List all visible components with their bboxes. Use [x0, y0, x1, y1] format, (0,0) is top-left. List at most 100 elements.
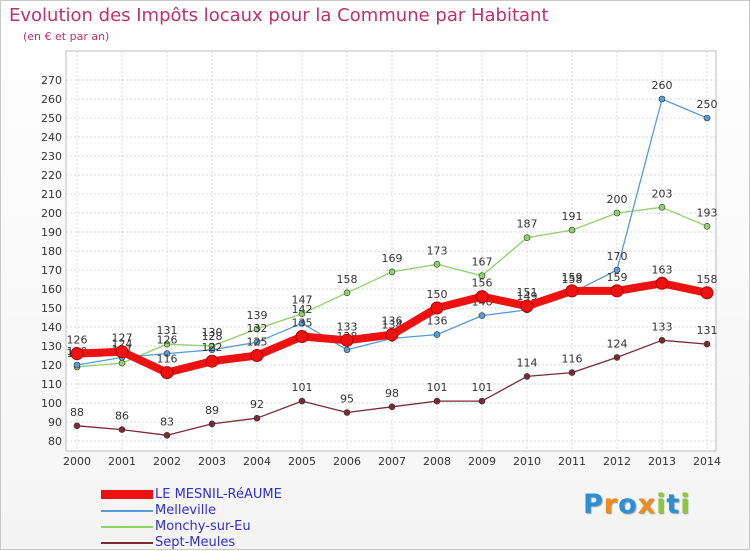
data-point	[388, 403, 396, 411]
data-label: 116	[562, 353, 583, 366]
logo-letter: t	[666, 489, 681, 520]
data-point	[658, 204, 666, 211]
data-label: 133	[337, 320, 358, 333]
logo-letter: i	[656, 489, 667, 520]
data-label: 83	[160, 415, 174, 428]
data-point	[298, 397, 306, 405]
data-label: 135	[292, 317, 313, 330]
y-tick-label: 80	[48, 435, 62, 448]
data-label: 159	[562, 271, 583, 284]
data-point	[478, 397, 486, 405]
data-point	[160, 366, 174, 380]
y-tick-label: 220	[41, 169, 62, 182]
x-tick-label: 2009	[468, 455, 496, 468]
data-label: 191	[562, 210, 583, 223]
legend: LE MESNIL-RéAUME Melleville Monchy-sur-Eu S…	[101, 487, 282, 551]
data-label: 124	[112, 337, 133, 350]
data-point	[163, 350, 171, 357]
data-label: 125	[247, 336, 268, 349]
series-monchy-sur-eu: 1191211311301391471581691731671871912002…	[67, 187, 718, 371]
legend-item: LE MESNIL-RéAUME	[101, 487, 282, 503]
data-point	[433, 260, 441, 268]
y-tick-label: 90	[48, 416, 62, 429]
chart-title: Evolution des Impôts locaux pour la Comm…	[9, 5, 549, 26]
data-point	[208, 420, 216, 428]
data-point	[343, 289, 351, 297]
data-label: 193	[697, 206, 718, 219]
y-tick-label: 150	[41, 302, 62, 315]
y-tick-label: 250	[41, 112, 62, 125]
x-tick-label: 2011	[558, 455, 586, 468]
data-label: 127	[112, 332, 133, 345]
x-tick-label: 2000	[63, 455, 91, 468]
data-point	[343, 409, 351, 416]
data-point	[340, 333, 354, 347]
data-label: 142	[292, 303, 313, 316]
data-label: 133	[652, 320, 673, 333]
data-label: 101	[427, 381, 448, 394]
data-label: 250	[697, 98, 718, 111]
y-tick-label: 260	[41, 93, 62, 106]
y-tick-label: 170	[41, 264, 62, 277]
legend-label: LE MESNIL-RéAUME	[155, 487, 282, 502]
data-point	[298, 310, 306, 318]
data-label: 101	[292, 381, 313, 394]
y-tick-label: 110	[41, 378, 62, 391]
data-label: 203	[652, 187, 673, 200]
data-label: 126	[157, 334, 178, 347]
x-tick-label: 2013	[648, 455, 676, 468]
data-point	[610, 284, 624, 298]
logo-letter: r	[603, 489, 619, 520]
data-label: 187	[517, 218, 538, 231]
logo-letter: i	[680, 489, 691, 520]
data-point	[655, 276, 669, 290]
data-point	[700, 286, 714, 300]
legend-label: Monchy-sur-Eu	[155, 519, 251, 534]
x-tick-label: 2006	[333, 455, 361, 468]
x-tick-label: 2008	[423, 455, 451, 468]
data-point	[433, 397, 441, 405]
y-tick-label: 140	[41, 321, 62, 334]
proxiti-logo: Proxiti	[583, 489, 691, 520]
chart-subtitle: (en € et par an)	[23, 30, 110, 43]
data-label: 122	[202, 341, 223, 354]
data-point	[613, 354, 621, 361]
data-label: 92	[250, 398, 264, 411]
data-point	[523, 373, 531, 380]
data-point	[343, 346, 351, 354]
y-tick-label: 180	[41, 245, 62, 258]
x-tick-label: 2014	[693, 455, 721, 468]
legend-label: Melleville	[155, 503, 216, 518]
data-label: 167	[472, 256, 493, 269]
x-tick-label: 2005	[288, 455, 316, 468]
legend-label: Sept-Meules	[155, 535, 236, 550]
logo-letter: x	[637, 489, 657, 520]
y-tick-label: 270	[41, 74, 62, 87]
data-label: 156	[472, 277, 493, 290]
data-point	[703, 223, 711, 230]
data-point	[388, 268, 396, 276]
data-label: 139	[247, 309, 268, 322]
x-tick-label: 2003	[198, 455, 226, 468]
data-label: 116	[157, 353, 178, 366]
data-label: 136	[382, 315, 403, 328]
series-sept-meules: 88 86 83 89 92 101 95 98 101 101 114 116 124 133 131	[70, 320, 718, 439]
data-label: 136	[427, 315, 448, 328]
data-label: 126	[67, 334, 88, 347]
data-point	[475, 290, 489, 304]
legend-item: Monchy-sur-Eu	[101, 519, 282, 535]
data-label: 89	[205, 404, 219, 417]
y-tick-label: 240	[41, 131, 62, 144]
data-point	[568, 226, 576, 234]
data-label: 173	[427, 244, 448, 257]
data-point	[658, 336, 666, 344]
data-point	[298, 319, 306, 327]
data-point	[703, 340, 711, 348]
data-label: 147	[292, 294, 313, 307]
x-tick-label: 2012	[603, 455, 631, 468]
data-label: 124	[607, 337, 628, 350]
logo-letter: o	[618, 489, 638, 520]
data-point	[118, 359, 126, 367]
y-tick-label: 230	[41, 150, 62, 163]
